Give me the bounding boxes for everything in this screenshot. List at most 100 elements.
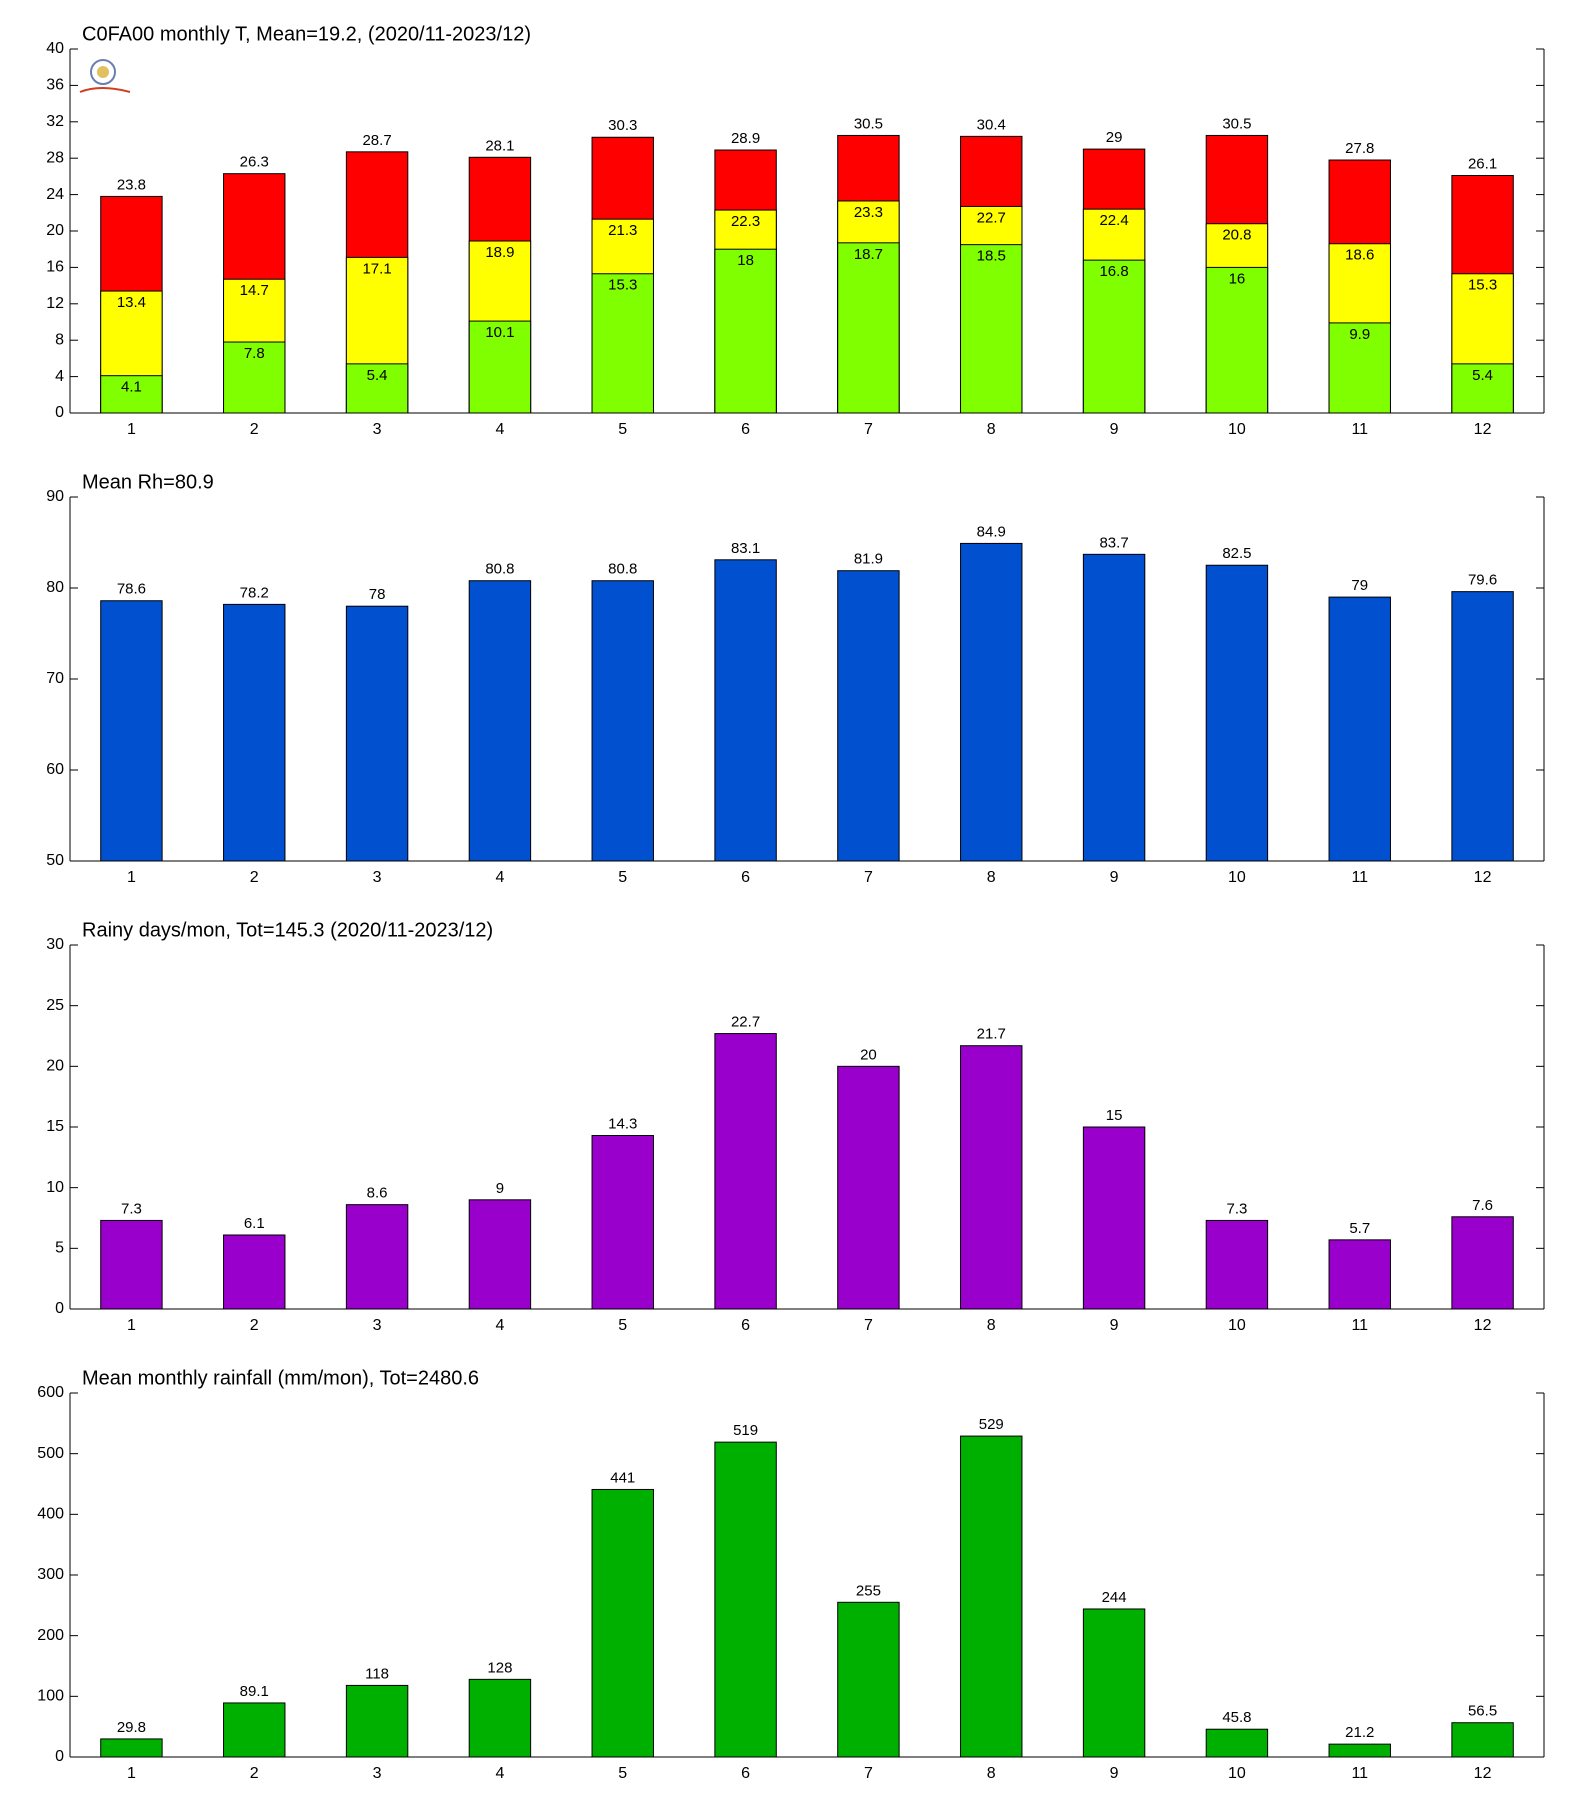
bar	[591, 1134, 654, 1310]
value-label: 9.9	[1349, 326, 1370, 343]
value-label: 118	[365, 1665, 389, 1682]
bar	[1451, 1722, 1514, 1758]
bar	[591, 273, 654, 414]
value-label: 519	[733, 1422, 758, 1439]
y-tick-label: 300	[37, 1566, 64, 1583]
value-label: 18.9	[485, 244, 514, 261]
x-tick-label: 10	[1228, 421, 1246, 438]
chart-title: Mean Rh=80.9	[82, 471, 214, 493]
value-label: 22.7	[977, 209, 1006, 226]
value-label: 84.9	[977, 523, 1006, 540]
value-label: 9	[496, 1180, 504, 1197]
y-tick-label: 10	[46, 1179, 64, 1196]
x-tick-label: 1	[127, 1317, 136, 1334]
y-tick-label: 24	[46, 186, 64, 203]
chart-title: Rainy days/mon, Tot=145.3 (2020/11-2023/…	[82, 919, 493, 941]
x-tick-label: 6	[741, 421, 750, 438]
y-tick-label: 5	[55, 1240, 64, 1257]
value-label: 14.3	[608, 1115, 637, 1132]
y-tick-label: 70	[46, 670, 64, 687]
value-label: 16	[1229, 270, 1246, 287]
y-tick-label: 12	[46, 295, 64, 312]
bar	[837, 1065, 900, 1310]
value-label: 30.5	[1222, 115, 1251, 132]
x-tick-label: 2	[250, 1765, 259, 1782]
bar	[468, 1678, 532, 1758]
value-label: 20	[860, 1046, 877, 1063]
x-tick-label: 4	[495, 869, 504, 886]
bar	[714, 248, 777, 414]
value-label: 17.1	[362, 260, 391, 277]
y-tick-label: 60	[46, 761, 64, 778]
bar	[345, 1684, 409, 1758]
y-tick-label: 200	[37, 1627, 64, 1644]
x-tick-label: 12	[1474, 869, 1492, 886]
value-label: 441	[610, 1469, 635, 1486]
y-tick-label: 28	[46, 149, 64, 166]
value-label: 18.5	[977, 248, 1006, 265]
x-tick-label: 5	[618, 1765, 627, 1782]
value-label: 128	[487, 1659, 512, 1676]
x-tick-label: 4	[495, 421, 504, 438]
x-tick-label: 7	[864, 1765, 873, 1782]
value-label: 529	[979, 1416, 1004, 1433]
value-label: 14.7	[240, 282, 269, 299]
x-tick-label: 9	[1110, 1317, 1119, 1334]
value-label: 13.4	[117, 294, 146, 311]
x-tick-label: 6	[741, 869, 750, 886]
x-tick-label: 12	[1474, 1317, 1492, 1334]
value-label: 79	[1351, 577, 1368, 594]
bar	[1451, 1216, 1514, 1310]
value-label: 20.8	[1222, 227, 1251, 244]
value-label: 255	[856, 1582, 881, 1599]
value-label: 7.3	[121, 1200, 142, 1217]
x-tick-label: 11	[1351, 1765, 1368, 1782]
bar	[714, 559, 777, 862]
bar	[1328, 596, 1391, 862]
x-tick-label: 8	[987, 421, 996, 438]
value-label: 78.6	[117, 581, 146, 598]
y-tick-label: 4	[55, 368, 64, 385]
bar	[100, 600, 163, 862]
x-tick-label: 12	[1474, 421, 1492, 438]
value-label: 79.6	[1468, 572, 1497, 589]
y-tick-label: 80	[46, 579, 64, 596]
bar	[1205, 564, 1269, 862]
value-label: 7.8	[244, 345, 265, 362]
x-tick-label: 2	[250, 421, 259, 438]
x-tick-label: 3	[373, 1765, 382, 1782]
bar	[100, 1738, 163, 1758]
y-tick-label: 20	[46, 1058, 64, 1075]
value-label: 81.9	[854, 551, 883, 568]
value-label: 80.8	[608, 561, 637, 578]
bar	[837, 570, 900, 862]
bar	[960, 542, 1023, 862]
value-label: 22.4	[1099, 212, 1128, 229]
value-label: 15.3	[608, 277, 637, 294]
value-label: 28.1	[485, 137, 514, 154]
y-tick-label: 32	[46, 113, 64, 130]
y-tick-label: 100	[37, 1688, 64, 1705]
value-label: 78.2	[240, 584, 269, 601]
y-tick-label: 16	[46, 259, 64, 276]
y-tick-label: 600	[37, 1384, 64, 1401]
value-label: 21.2	[1345, 1724, 1374, 1741]
y-tick-label: 50	[46, 852, 64, 869]
x-tick-label: 3	[373, 421, 382, 438]
value-label: 18.7	[854, 246, 883, 263]
x-tick-label: 2	[250, 869, 259, 886]
y-tick-label: 0	[55, 404, 64, 421]
bar	[223, 603, 286, 862]
bar	[223, 1234, 286, 1310]
value-label: 15	[1106, 1107, 1123, 1124]
y-tick-label: 30	[46, 936, 64, 953]
x-tick-label: 10	[1228, 869, 1246, 886]
value-label: 89.1	[240, 1683, 269, 1700]
bar	[1205, 1219, 1269, 1310]
x-tick-label: 11	[1351, 1317, 1368, 1334]
value-label: 15.3	[1468, 277, 1497, 294]
bar	[837, 1601, 900, 1758]
value-label: 30.5	[854, 115, 883, 132]
y-tick-label: 0	[55, 1300, 64, 1317]
